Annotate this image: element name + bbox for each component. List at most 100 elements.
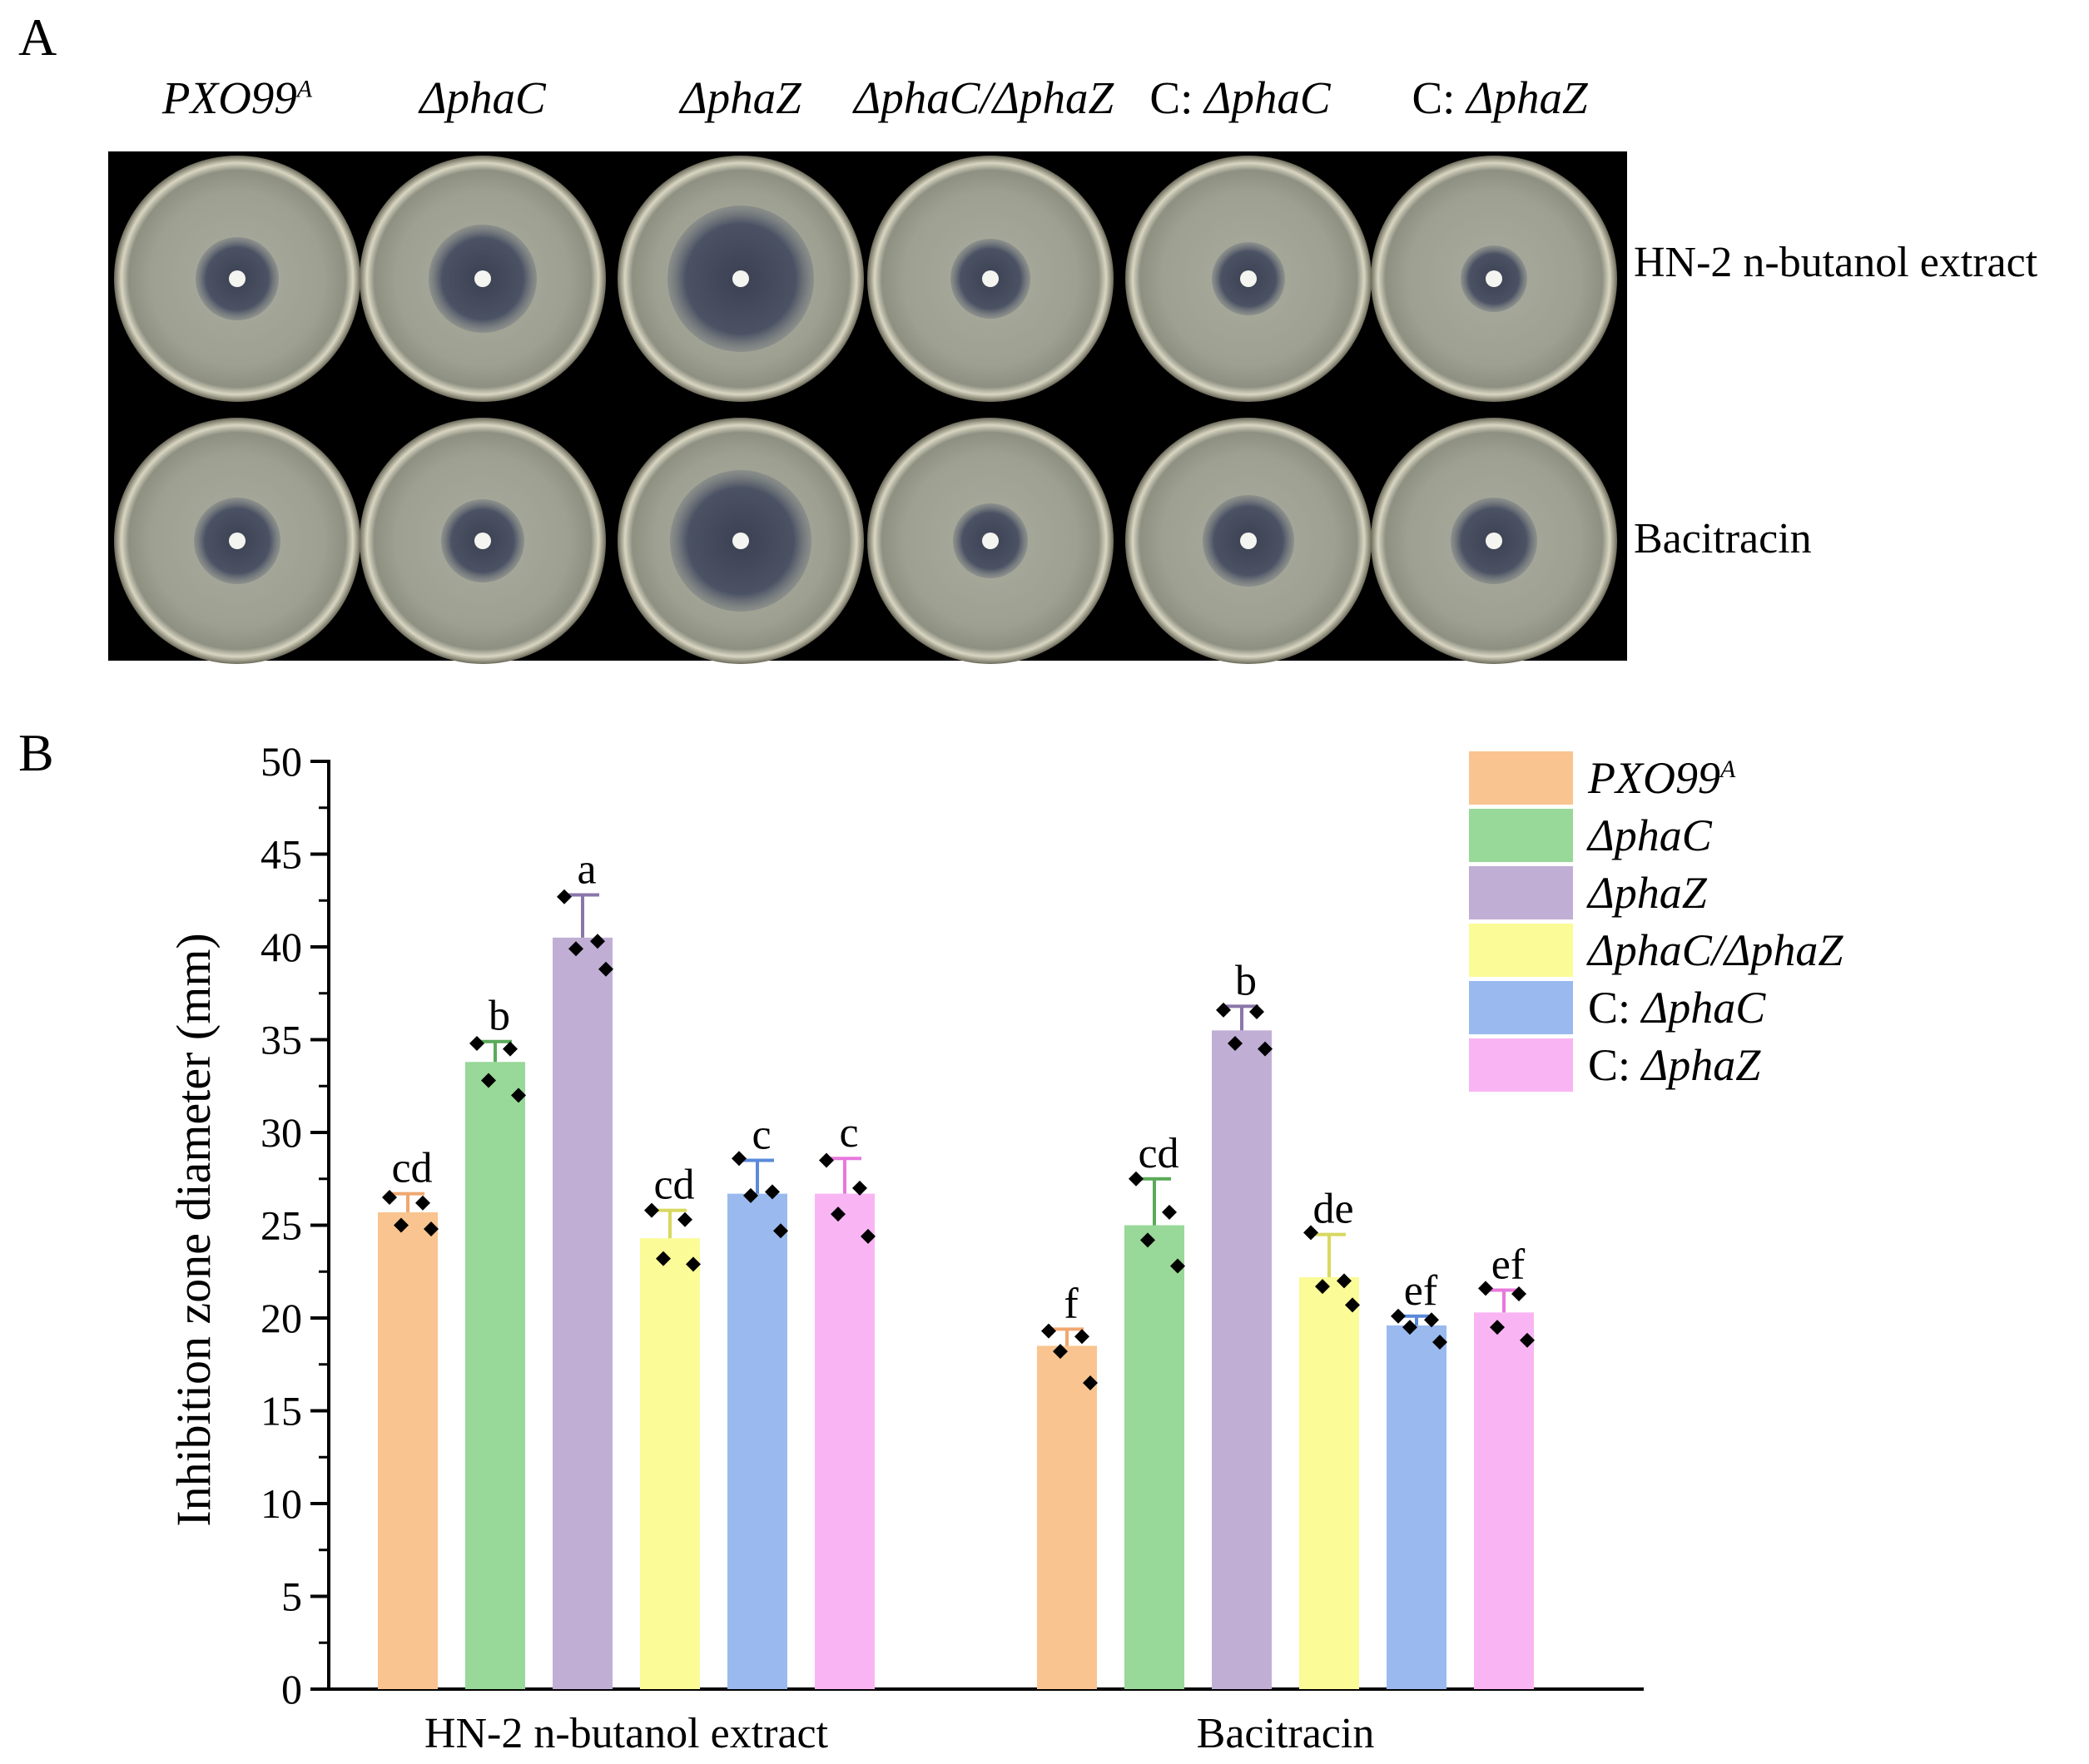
data-point (1129, 1171, 1144, 1187)
strain-label-text: PXO99 (161, 72, 297, 123)
data-point (1053, 1344, 1068, 1360)
data-point (511, 1088, 526, 1103)
data-point (765, 1184, 780, 1200)
significance-letter: b (1235, 957, 1257, 1004)
bar (465, 1062, 525, 1689)
legend-item: C: ΔphaZ (1469, 1038, 1760, 1092)
strain-label-text: ΔphaZ (1466, 72, 1588, 123)
data-point (1345, 1297, 1360, 1313)
legend-swatch (1469, 1038, 1573, 1092)
significance-letter: cd (391, 1145, 432, 1192)
data-point (677, 1212, 692, 1227)
y-tick-label: 40 (261, 924, 302, 970)
legend-label: ΔphaZ (1588, 868, 1707, 918)
legend-swatch (1469, 751, 1573, 805)
significance-letter: cd (1138, 1130, 1178, 1177)
significance-letter: ef (1404, 1267, 1438, 1315)
paper-disc (474, 270, 491, 287)
data-point (1315, 1279, 1330, 1295)
data-point (861, 1228, 876, 1244)
strain-label-phac: ΔphaC (419, 72, 545, 124)
strain-label-phac-phaz: ΔphaC/ΔphaZ (854, 72, 1114, 124)
legend-swatch (1469, 809, 1573, 862)
legend-label: ΔphaC/ΔphaZ (1588, 925, 1843, 975)
data-point (1520, 1332, 1535, 1348)
x-category-label: Bacitracin (1197, 1710, 1375, 1757)
significance-letter: ef (1491, 1241, 1526, 1289)
data-point (1249, 1004, 1264, 1020)
data-point (1303, 1225, 1318, 1241)
data-point (1337, 1273, 1352, 1289)
significance-letter: c (752, 1111, 771, 1158)
bar (640, 1238, 700, 1689)
bar (1387, 1325, 1446, 1689)
panel-a-letter: A (18, 7, 57, 67)
data-point (1170, 1258, 1185, 1274)
significance-letter: c (839, 1109, 858, 1157)
strain-label-text: ΔphaZ (680, 72, 801, 123)
paper-disc (1486, 270, 1502, 287)
legend-label: C: ΔphaZ (1588, 1040, 1761, 1090)
data-point (1391, 1308, 1406, 1324)
strain-label-c-phac: C: ΔphaC (1149, 72, 1330, 124)
legend-item: PXO99A (1469, 751, 1735, 805)
bar (553, 937, 613, 1689)
y-tick-label: 5 (281, 1573, 302, 1620)
bar (1474, 1312, 1534, 1689)
bar (378, 1212, 438, 1689)
data-point (424, 1221, 439, 1236)
plate-photo-background (108, 151, 1627, 661)
data-point (1478, 1281, 1493, 1296)
paper-disc (474, 533, 491, 549)
data-point (819, 1152, 834, 1168)
data-point (1258, 1041, 1273, 1057)
data-point (1216, 1002, 1231, 1018)
bar (1212, 1030, 1272, 1689)
y-tick-label: 15 (261, 1388, 302, 1434)
data-point (852, 1180, 867, 1196)
bar (1124, 1225, 1184, 1689)
data-point (1432, 1334, 1447, 1350)
bar (815, 1193, 875, 1689)
data-point (1511, 1286, 1526, 1302)
data-point (644, 1202, 659, 1218)
paper-disc (732, 533, 749, 549)
significance-letter: b (489, 993, 510, 1040)
bar (1299, 1276, 1359, 1689)
strain-label-pxo99a: PXO99A (162, 72, 312, 124)
strain-label-sup: A (296, 75, 313, 103)
significance-letter: a (577, 846, 596, 894)
data-point (568, 941, 583, 957)
strain-label-text: ΔphaC (419, 72, 546, 123)
legend-item: ΔphaC/ΔphaZ (1469, 924, 1843, 977)
data-point (394, 1217, 409, 1233)
data-point (1074, 1329, 1089, 1345)
data-point (686, 1256, 701, 1272)
data-point (590, 934, 605, 949)
strain-label-prefix: C: (1412, 72, 1467, 123)
data-point (1402, 1320, 1417, 1335)
y-axis-label: Inhibition zone diameter (mm) (166, 933, 221, 1527)
legend-swatch (1469, 981, 1573, 1034)
y-tick-label: 45 (261, 831, 302, 878)
y-tick-label: 10 (261, 1480, 302, 1527)
legend-swatch (1469, 866, 1573, 919)
y-tick-label: 35 (261, 1017, 302, 1063)
data-point (732, 1151, 747, 1167)
data-point (743, 1187, 758, 1203)
row-label-hn2-extract: HN-2 n-butanol extract (1634, 239, 2038, 286)
y-tick-label: 20 (261, 1295, 302, 1341)
data-point (1424, 1312, 1439, 1328)
data-point (557, 889, 572, 904)
data-point (1490, 1320, 1505, 1335)
legend-label: ΔphaC (1588, 810, 1712, 860)
paper-disc (1240, 270, 1257, 287)
data-point (469, 1035, 484, 1051)
data-point (1162, 1204, 1177, 1220)
data-point (1083, 1375, 1098, 1391)
paper-disc (1240, 533, 1257, 549)
strain-label-text: ΔphaC (1204, 72, 1331, 123)
strain-label-prefix: C: (1149, 72, 1205, 123)
paper-disc (982, 270, 999, 287)
